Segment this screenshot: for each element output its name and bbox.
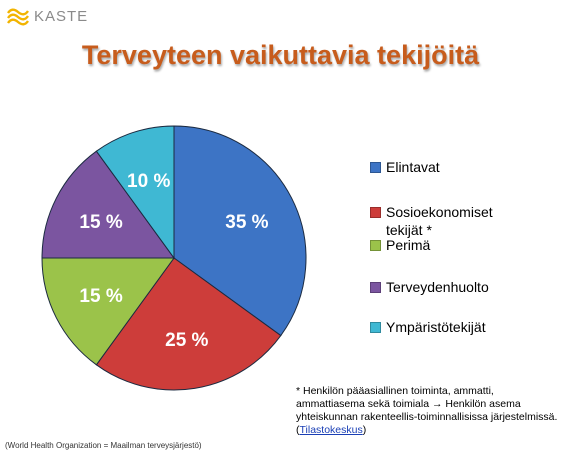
footnote-link[interactable]: Tilastokeskus bbox=[299, 424, 363, 436]
legend-swatch bbox=[370, 207, 381, 218]
page-title: Terveyteen vaikuttavia tekijöitä bbox=[81, 40, 480, 70]
source-note: (World Health Organization = Maailman te… bbox=[5, 441, 202, 450]
pie-data-label: 25 % bbox=[165, 330, 208, 351]
pie-data-label: 15 % bbox=[79, 212, 122, 233]
legend-swatch bbox=[370, 240, 381, 251]
legend-item: Terveydenhuolto bbox=[370, 278, 489, 296]
legend-label: Sosioekonomiset tekijät * bbox=[386, 204, 493, 238]
legend-swatch bbox=[370, 282, 381, 293]
pie-slice bbox=[173, 125, 307, 337]
pie-slice bbox=[41, 257, 175, 366]
logo-text: KASTE bbox=[34, 7, 89, 25]
legend-label: Terveydenhuolto bbox=[386, 279, 489, 295]
legend-swatch bbox=[370, 322, 381, 333]
footnote: * Henkilön pääasiallinen toiminta, ammat… bbox=[296, 385, 558, 437]
legend-item: Sosioekonomiset tekijät * bbox=[370, 203, 493, 239]
logo: KASTE bbox=[6, 4, 88, 28]
kaste-logo-icon bbox=[7, 8, 29, 26]
pie-slice bbox=[95, 257, 282, 391]
pie-data-label: 10 % bbox=[127, 171, 170, 192]
pie-data-label: 15 % bbox=[79, 286, 122, 307]
legend-item: Perimä bbox=[370, 236, 430, 254]
legend-item: Elintavat bbox=[370, 158, 440, 176]
pie-slice bbox=[95, 125, 175, 260]
legend-label: Perimä bbox=[386, 237, 431, 253]
footnote-text: * Henkilön pääasiallinen toiminta, ammat… bbox=[296, 385, 558, 436]
pie-data-label: 35 % bbox=[225, 212, 268, 233]
legend-swatch bbox=[370, 162, 381, 173]
pie-slice bbox=[41, 150, 175, 259]
legend-label: Ympäristötekijät bbox=[386, 319, 486, 335]
legend-label: Elintavat bbox=[386, 159, 440, 175]
legend-item: Ympäristötekijät bbox=[370, 318, 486, 336]
footnote-end: ) bbox=[362, 424, 367, 436]
